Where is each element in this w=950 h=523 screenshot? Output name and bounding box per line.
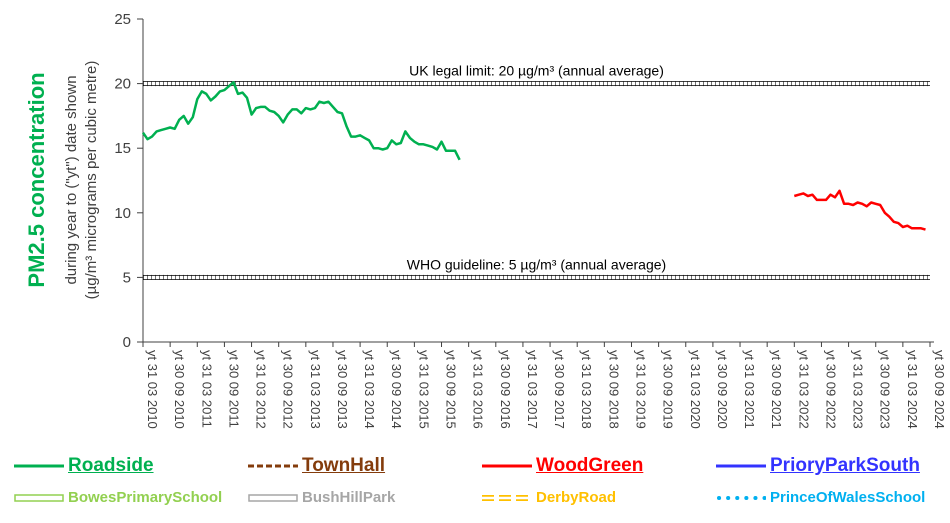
y-tick-label: 5: [123, 269, 131, 286]
x-tick-label: yt 30 09 2014: [389, 350, 404, 429]
legend-item-woodgreen: WoodGreen: [482, 455, 643, 477]
x-tick-label: yt 30 09 2022: [823, 350, 838, 429]
x-tick-label: yt 31 03 2015: [416, 350, 431, 429]
reference-line-label: UK legal limit: 20 µg/m³ (annual average…: [409, 63, 664, 79]
y-tick-label: 15: [114, 140, 131, 157]
x-tick-label: yt 31 03 2013: [308, 350, 323, 429]
legend-item-bowesprimaryschool: BowesPrimarySchool: [14, 489, 222, 506]
x-tick-label: yt 31 03 2016: [471, 350, 486, 429]
x-tick-label: yt 30 09 2015: [444, 350, 459, 429]
x-tick-label: yt 31 03 2022: [796, 350, 811, 429]
x-tick-label: yt 31 03 2014: [362, 350, 377, 429]
legend-item-prioryparksouth: PrioryParkSouth: [716, 455, 920, 477]
x-tick-label: yt 31 03 2020: [688, 350, 703, 429]
x-tick-label: yt 31 03 2023: [851, 350, 866, 429]
y-tick-label: 0: [123, 334, 131, 351]
x-tick-label: yt 30 09 2010: [172, 350, 187, 429]
x-tick-label: yt 30 09 2013: [335, 350, 350, 429]
x-tick-label: yt 31 03 2019: [633, 350, 648, 429]
reference-line-label: WHO guideline: 5 µg/m³ (annual average): [407, 256, 666, 272]
y-axis-title-group: PM2.5 concentration during year to ("yt"…: [24, 61, 100, 300]
legend-label: WoodGreen: [536, 455, 644, 476]
y-axis-title-sub2: (µg/m³ micrograms per cubic metre): [83, 61, 100, 300]
x-tick-label: yt 31 03 2011: [199, 350, 214, 428]
x-tick-label: yt 31 03 2018: [579, 350, 594, 429]
x-tick-label: yt 31 03 2024: [905, 350, 920, 429]
x-tick-label: yt 30 09 2024: [932, 350, 947, 429]
y-axis-title-main: PM2.5 concentration: [24, 72, 49, 287]
legend-label: Roadside: [68, 455, 154, 476]
x-tick-label: yt 30 09 2020: [715, 350, 730, 429]
legend-label: PrinceOfWalesSchool: [770, 489, 926, 506]
x-tick-label: yt 31 03 2021: [742, 350, 757, 429]
y-tick-label: 25: [114, 11, 131, 28]
x-tick-label: yt 30 09 2019: [661, 350, 676, 429]
x-tick-label: yt 30 09 2023: [878, 350, 893, 429]
y-tick-label: 20: [114, 76, 131, 93]
legend-label: DerbyRoad: [536, 489, 617, 506]
x-tick-label: yt 30 09 2012: [281, 350, 296, 429]
legend-item-townhall: TownHall: [248, 455, 385, 477]
x-tick-label: yt 31 03 2012: [254, 350, 269, 429]
x-tick-label: yt 30 09 2018: [606, 350, 621, 429]
x-tick-label: yt 30 09 2017: [552, 350, 567, 429]
legend-item-bushhillpark: BushHillPark: [248, 489, 395, 506]
series-line-roadside: [141, 81, 461, 161]
x-tick-label: yt 31 03 2010: [145, 350, 160, 429]
legend-item-roadside: Roadside: [14, 455, 154, 477]
legend-item-princeofwalesschool: PrinceOfWalesSchool: [716, 489, 925, 506]
x-tick-label: yt 30 09 2011: [226, 350, 241, 428]
series-line-woodgreen: [793, 189, 926, 231]
legend-label: BowesPrimarySchool: [68, 489, 223, 506]
legend-label: PrioryParkSouth: [770, 455, 920, 476]
legend-label: TownHall: [302, 455, 386, 476]
legend-item-derbyroad: DerbyRoad: [482, 489, 616, 506]
y-tick-label: 10: [114, 205, 131, 222]
x-tick-label: yt 30 09 2021: [769, 350, 784, 429]
x-tick-label: yt 31 03 2017: [525, 350, 540, 429]
y-axis-title-sub1: during year to ("yt") date shown: [63, 75, 80, 284]
legend-label: BushHillPark: [302, 489, 396, 506]
x-tick-label: yt 30 09 2016: [498, 350, 513, 429]
